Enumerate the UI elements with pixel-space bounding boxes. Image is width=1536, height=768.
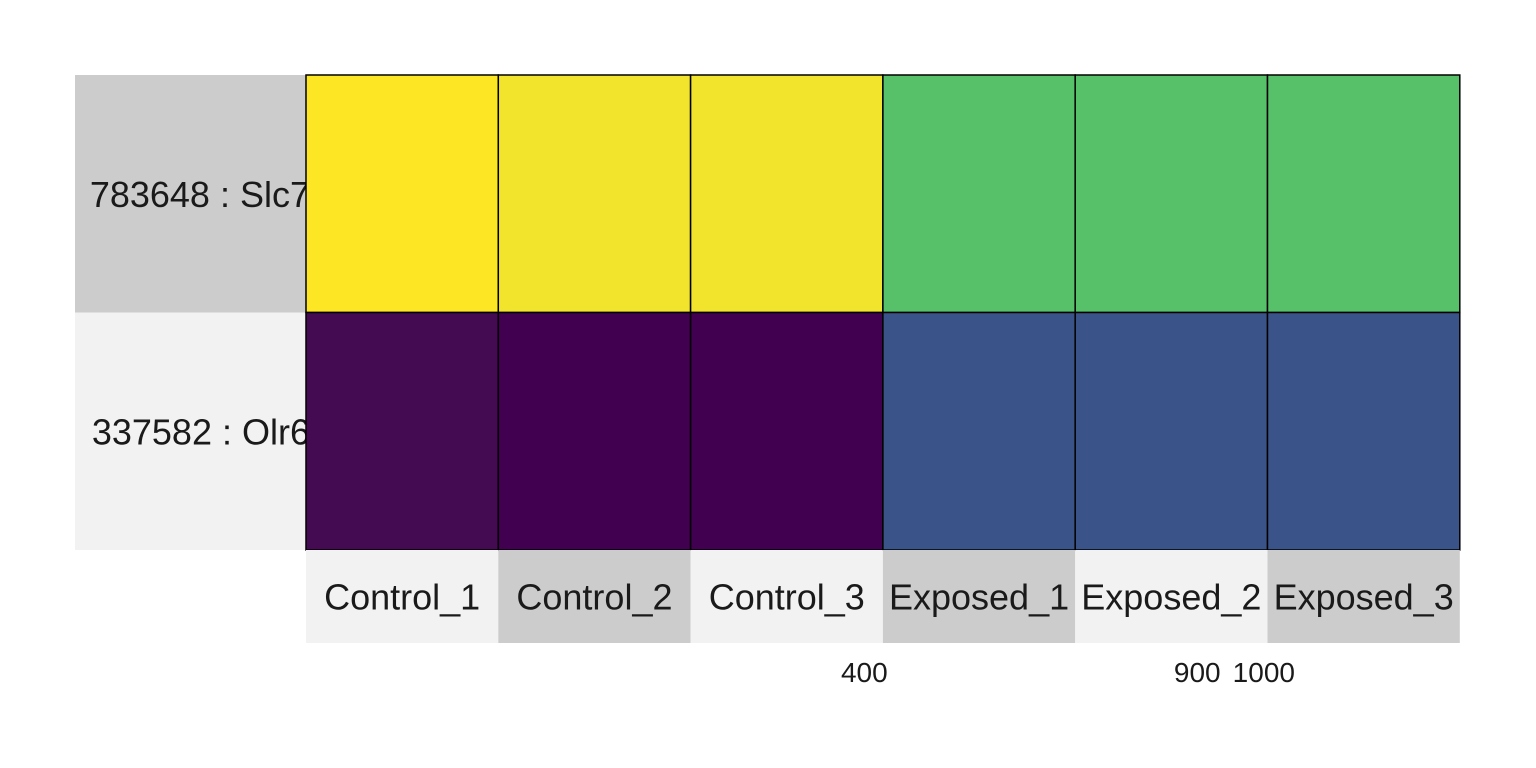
column-labels: Control_1 Control_2 Control_3 Exposed_1 Expo… (324, 577, 1454, 618)
heatmap-cell (882, 311, 1076, 551)
heatmap-cell (689, 311, 884, 551)
legend-tick-label: 1000 (1233, 657, 1295, 688)
column-label: Exposed_2 (1081, 577, 1261, 618)
column-label-background (1075, 550, 1268, 643)
column-label: Control_1 (324, 577, 480, 618)
column-label-background (498, 550, 691, 643)
heatmap-cell (1074, 74, 1269, 314)
column-label-background (1267, 550, 1460, 643)
row-label-backgrounds (75, 75, 306, 550)
column-label-background (690, 550, 883, 643)
column-label-background (306, 550, 499, 643)
column-label: Control_3 (709, 577, 865, 618)
heatmap-cell (305, 74, 500, 314)
column-label-background (882, 550, 1076, 643)
heatmap-cell (305, 311, 500, 551)
heatmap-cells (305, 74, 1461, 551)
row-label-background (75, 312, 306, 550)
row-label: 783648 : Slc7 (90, 174, 310, 215)
legend-tick-label: 400 (841, 657, 888, 688)
heatmap-cell (497, 74, 692, 314)
heatmap-cell (1266, 74, 1461, 314)
row-label: 337582 : Olr6 (92, 411, 310, 452)
heatmap-cell (689, 74, 884, 314)
column-label-backgrounds (306, 550, 1460, 643)
heatmap-cell (497, 311, 692, 551)
column-label: Exposed_3 (1274, 577, 1454, 618)
heatmap-cell (1266, 311, 1461, 551)
heatmap-cell (1074, 311, 1269, 551)
legend-ticks: 400 900 1000 (841, 657, 1295, 688)
heatmap-cell (882, 74, 1076, 314)
column-label: Control_2 (516, 577, 672, 618)
legend-tick-label: 900 (1174, 657, 1221, 688)
row-labels: 783648 : Slc7 337582 : Olr6 (90, 174, 310, 453)
column-label: Exposed_1 (889, 577, 1069, 618)
row-label-background (75, 75, 306, 313)
